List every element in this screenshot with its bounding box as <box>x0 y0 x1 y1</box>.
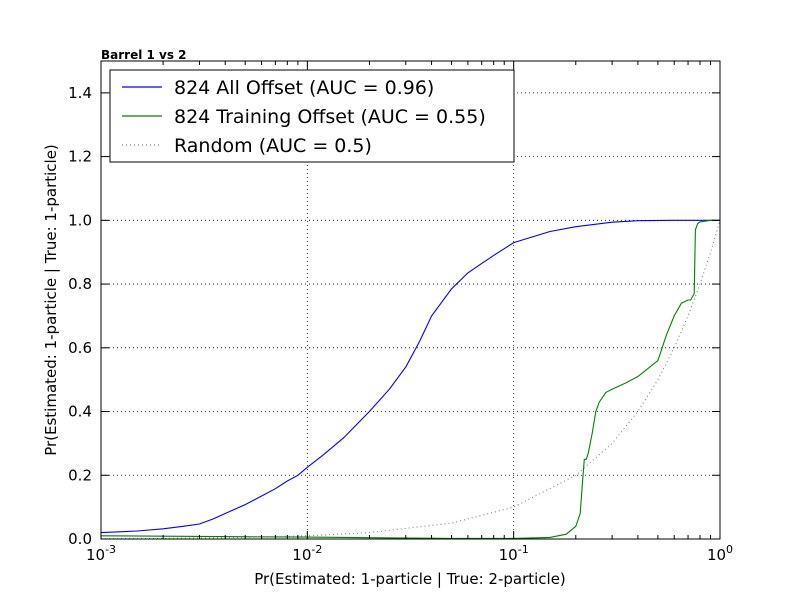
legend-label: 824 Training Offset (AUC = 0.55) <box>174 106 486 128</box>
series-line <box>100 219 720 534</box>
y-tick-label: 1.2 <box>68 148 92 166</box>
x-tick-label: 10-1 <box>499 543 529 564</box>
x-tick-label: 100 <box>707 543 733 564</box>
y-tick-label: 1.4 <box>68 84 92 102</box>
y-axis-label: Pr(Estimated: 1-particle | True: 1-parti… <box>42 144 60 456</box>
y-tick-label: 0.2 <box>68 466 92 484</box>
chart-title: Barrel 1 vs 2 <box>101 48 187 62</box>
legend-label: 824 All Offset (AUC = 0.96) <box>174 77 434 99</box>
y-tick-label: 1.0 <box>68 211 92 229</box>
y-tick-label: 0.0 <box>68 530 92 548</box>
series-line <box>100 219 720 539</box>
x-axis-label: Pr(Estimated: 1-particle | True: 2-parti… <box>254 570 566 588</box>
legend-label: Random (AUC = 0.5) <box>174 135 372 157</box>
x-tick-label: 10-2 <box>292 543 322 564</box>
legend-frame <box>109 69 515 163</box>
y-tick-label: 0.8 <box>68 275 92 293</box>
x-tick-label: 10-3 <box>86 543 116 564</box>
plot-area <box>100 60 721 540</box>
legend: 824 All Offset (AUC = 0.96) 824 Training … <box>109 69 515 163</box>
axis-ticks: 10-3 10-2 10-1 100 0.0 0.2 0.4 0.6 0.8 1.0 1.2 1.4 <box>68 61 733 564</box>
series-layer <box>100 219 721 540</box>
series-line <box>100 220 721 540</box>
y-tick-label: 0.4 <box>68 403 92 421</box>
y-tick-label: 0.6 <box>68 339 92 357</box>
